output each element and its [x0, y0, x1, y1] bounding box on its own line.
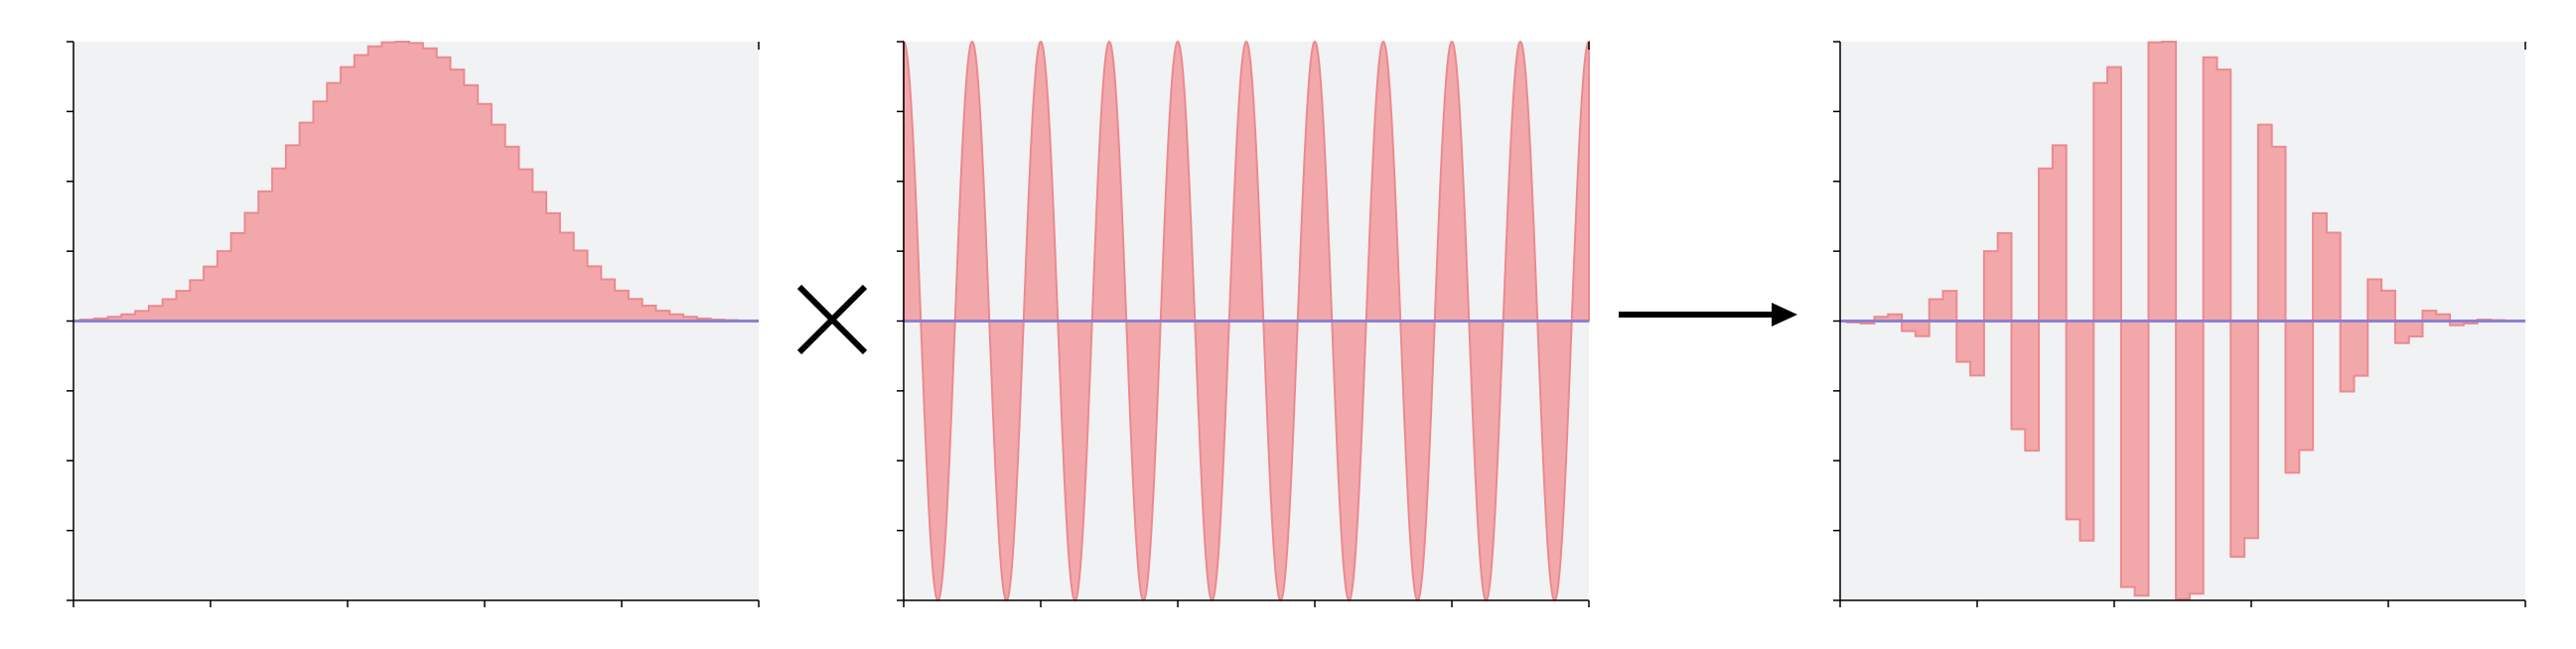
multiply-sign-icon — [796, 284, 868, 355]
right-arrow-icon — [1619, 303, 1797, 326]
multiply-stroke — [796, 284, 868, 355]
series-area — [73, 41, 759, 323]
envelope-panel — [67, 41, 760, 607]
arrow-head — [1772, 303, 1797, 326]
product-panel — [1833, 41, 2526, 607]
carrier-panel — [897, 40, 1590, 607]
